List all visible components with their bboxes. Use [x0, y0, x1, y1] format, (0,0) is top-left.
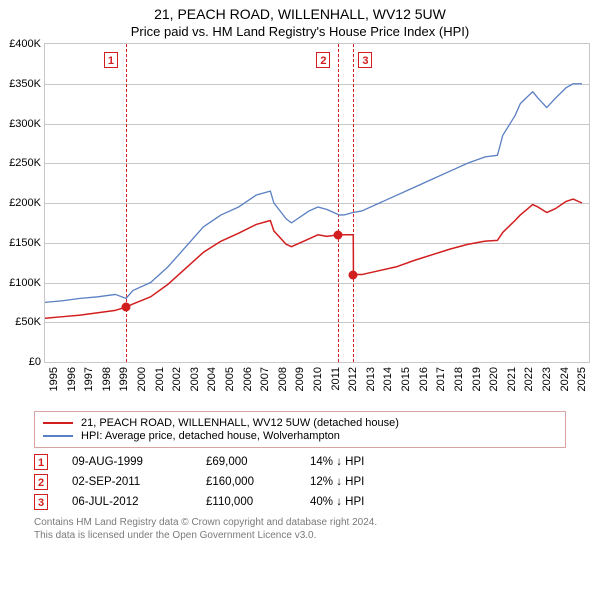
- x-tick-label: 2002: [171, 367, 183, 391]
- title-sub: Price paid vs. HM Land Registry's House …: [0, 24, 600, 39]
- y-tick-label: £350K: [3, 78, 41, 90]
- footer-line-2: This data is licensed under the Open Gov…: [34, 529, 566, 542]
- chart-svg: [45, 44, 589, 362]
- x-tick-label: 2010: [312, 367, 324, 391]
- x-tick-label: 2007: [259, 367, 271, 391]
- sale-point-marker: [349, 270, 358, 279]
- event-row: 1 09-AUG-1999 £69,000 14% ↓ HPI: [34, 454, 566, 470]
- event-delta: 12% ↓ HPI: [310, 476, 566, 488]
- legend-label: 21, PEACH ROAD, WILLENHALL, WV12 5UW (de…: [81, 417, 399, 429]
- chart-plot-area: £0£50K£100K£150K£200K£250K£300K£350K£400…: [44, 43, 590, 363]
- y-tick-label: £50K: [3, 316, 41, 328]
- event-price: £69,000: [206, 456, 286, 468]
- x-tick-label: 2001: [154, 367, 166, 391]
- x-tick-label: 2019: [471, 367, 483, 391]
- y-tick-label: £400K: [3, 38, 41, 50]
- event-date: 02-SEP-2011: [72, 476, 182, 488]
- price-events-table: 1 09-AUG-1999 £69,000 14% ↓ HPI 2 02-SEP-2011…: [34, 454, 566, 510]
- x-tick-label: 1995: [48, 367, 60, 391]
- x-tick-label: 1996: [66, 367, 78, 391]
- legend-swatch: [43, 422, 73, 424]
- x-tick-label: 2020: [488, 367, 500, 391]
- series-hpi: [45, 84, 582, 303]
- x-tick-label: 2023: [541, 367, 553, 391]
- x-tick-label: 1998: [101, 367, 113, 391]
- y-tick-label: £200K: [3, 197, 41, 209]
- x-tick-label: 2021: [506, 367, 518, 391]
- x-tick-label: 2012: [347, 367, 359, 391]
- y-tick-label: £150K: [3, 237, 41, 249]
- event-delta: 14% ↓ HPI: [310, 456, 566, 468]
- x-tick-label: 2014: [382, 367, 394, 391]
- event-badge: 2: [34, 474, 48, 490]
- event-row: 3 06-JUL-2012 £110,000 40% ↓ HPI: [34, 494, 566, 510]
- x-tick-label: 2000: [136, 367, 148, 391]
- event-date: 09-AUG-1999: [72, 456, 182, 468]
- attribution-footer: Contains HM Land Registry data © Crown c…: [34, 516, 566, 542]
- x-tick-label: 2008: [277, 367, 289, 391]
- legend-label: HPI: Average price, detached house, Wolv…: [81, 430, 340, 442]
- legend-row: 21, PEACH ROAD, WILLENHALL, WV12 5UW (de…: [43, 417, 557, 429]
- event-price: £160,000: [206, 476, 286, 488]
- sale-point-marker: [334, 230, 343, 239]
- x-tick-label: 2018: [453, 367, 465, 391]
- y-tick-label: £250K: [3, 157, 41, 169]
- event-price: £110,000: [206, 496, 286, 508]
- x-tick-label: 2017: [435, 367, 447, 391]
- event-row: 2 02-SEP-2011 £160,000 12% ↓ HPI: [34, 474, 566, 490]
- x-tick-label: 2025: [576, 367, 588, 391]
- x-tick-label: 2003: [189, 367, 201, 391]
- y-tick-label: £300K: [3, 118, 41, 130]
- x-tick-label: 2024: [559, 367, 571, 391]
- footer-line-1: Contains HM Land Registry data © Crown c…: [34, 516, 566, 529]
- y-tick-label: £0: [3, 356, 41, 368]
- chart-x-axis: 1995 1996 1997 1998 1999 2000 2001 2002 2003 2004…: [44, 363, 590, 407]
- y-tick-label: £100K: [3, 277, 41, 289]
- legend-swatch: [43, 435, 73, 437]
- chart-titles: 21, PEACH ROAD, WILLENHALL, WV12 5UW Pri…: [0, 6, 600, 39]
- event-delta: 40% ↓ HPI: [310, 496, 566, 508]
- x-tick-label: 2011: [330, 367, 342, 391]
- x-tick-label: 2005: [224, 367, 236, 391]
- legend-row: HPI: Average price, detached house, Wolv…: [43, 430, 557, 442]
- x-tick-label: 2016: [418, 367, 430, 391]
- series-subject: [45, 199, 582, 318]
- x-tick-label: 2022: [523, 367, 535, 391]
- title-main: 21, PEACH ROAD, WILLENHALL, WV12 5UW: [0, 6, 600, 22]
- event-badge: 3: [34, 494, 48, 510]
- x-tick-label: 2006: [242, 367, 254, 391]
- x-tick-label: 2004: [206, 367, 218, 391]
- event-date: 06-JUL-2012: [72, 496, 182, 508]
- x-tick-label: 1999: [118, 367, 130, 391]
- event-badge: 1: [34, 454, 48, 470]
- sale-point-marker: [121, 303, 130, 312]
- x-tick-label: 2015: [400, 367, 412, 391]
- x-tick-label: 2013: [365, 367, 377, 391]
- x-tick-label: 1997: [83, 367, 95, 391]
- x-tick-label: 2009: [294, 367, 306, 391]
- chart-legend: 21, PEACH ROAD, WILLENHALL, WV12 5UW (de…: [34, 411, 566, 448]
